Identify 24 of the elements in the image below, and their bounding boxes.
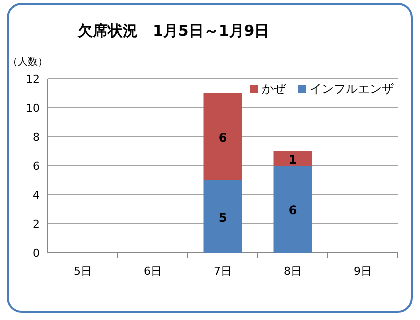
y-tick-label: 10 xyxy=(26,102,40,115)
y-axis-title: （人数） xyxy=(8,57,48,68)
y-tick-label: 6 xyxy=(33,160,40,173)
y-tick-label: 0 xyxy=(33,247,40,260)
data-label: 1 xyxy=(288,152,298,167)
bar xyxy=(204,180,242,253)
bar xyxy=(204,94,242,180)
x-tick-label: 9日 xyxy=(354,265,372,278)
y-tick-label: 12 xyxy=(26,73,40,86)
data-label: 6 xyxy=(218,131,228,145)
data-label: 6 xyxy=(288,204,298,218)
y-tick-label: 2 xyxy=(33,218,40,231)
data-label: 5 xyxy=(218,210,228,225)
x-tick-label: 7日 xyxy=(214,265,232,278)
legend-label: インフルエンザ xyxy=(310,82,394,96)
legend-label: かぜ xyxy=(262,82,287,96)
bar xyxy=(274,152,312,166)
x-tick-label: 5日 xyxy=(74,265,92,278)
chart-title: 欠席状況 1月5日～1月9日 xyxy=(77,22,270,40)
x-tick-label: 6日 xyxy=(144,265,162,278)
y-tick-label: 8 xyxy=(33,131,40,144)
bar xyxy=(274,166,312,253)
x-tick-label: 8日 xyxy=(284,265,302,278)
y-tick-label: 4 xyxy=(33,189,40,202)
